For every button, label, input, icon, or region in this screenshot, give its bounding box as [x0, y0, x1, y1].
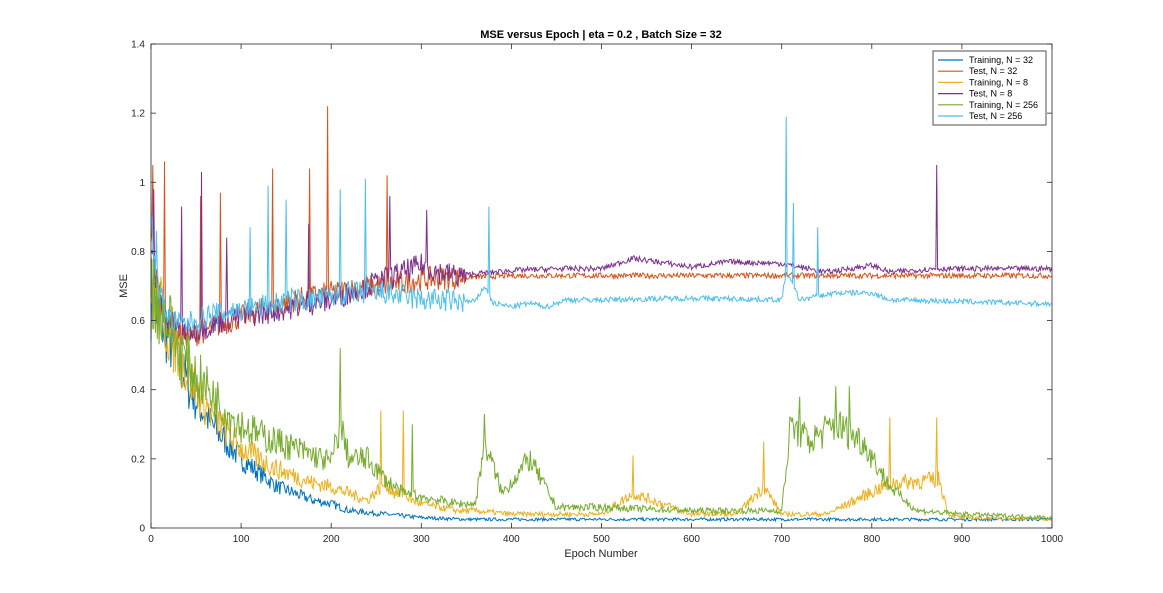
- y-tick-label: 0.6: [131, 316, 145, 327]
- legend-label: Test, N = 256: [969, 111, 1022, 121]
- legend-label: Test, N = 32: [969, 66, 1017, 76]
- ticks-layer: 0 100 200 300 400 500 600 700 800 900 1000 0 0.2 0.4 0…: [131, 40, 1063, 546]
- series-line: [150, 256, 1053, 522]
- legend-label: Training, N = 8: [969, 77, 1028, 87]
- x-tick-label: 1000: [1041, 534, 1064, 545]
- series-line: [150, 267, 1053, 523]
- x-tick-label: 700: [773, 534, 790, 545]
- y-tick-label: 0.8: [131, 247, 145, 258]
- y-tick-label: 1.2: [131, 109, 145, 120]
- plot-area: [151, 44, 1052, 528]
- legend-label: Test, N = 8: [969, 89, 1012, 99]
- y-tick-label: 1.4: [131, 40, 145, 51]
- legend-box: [932, 50, 1047, 126]
- y-tick-label: 0.2: [131, 454, 145, 465]
- x-tick-label: 400: [503, 534, 520, 545]
- series-layer: [150, 106, 1053, 523]
- series-line: [150, 258, 1053, 521]
- x-tick-label: 600: [683, 534, 700, 545]
- y-tick-label: 0: [139, 524, 145, 535]
- legend-label: Training, N = 32: [969, 55, 1033, 65]
- x-tick-label: 800: [863, 534, 880, 545]
- x-tick-label: 500: [593, 534, 610, 545]
- legend-label: Training, N = 256: [969, 100, 1038, 110]
- series-line: [150, 116, 1053, 332]
- series-line: [150, 106, 1053, 350]
- x-axis-label: Epoch Number: [564, 548, 638, 560]
- x-tick-label: 200: [323, 534, 340, 545]
- y-tick-label: 1: [139, 178, 145, 189]
- y-axis-label: MSE: [118, 274, 130, 298]
- x-tick-label: 900: [954, 534, 971, 545]
- y-tick-label: 0.4: [131, 385, 145, 396]
- chart-title: MSE versus Epoch | eta = 0.2 , Batch Siz…: [480, 29, 722, 41]
- x-tick-label: 100: [233, 534, 250, 545]
- x-tick-label: 300: [413, 534, 430, 545]
- x-tick-label: 0: [148, 534, 154, 545]
